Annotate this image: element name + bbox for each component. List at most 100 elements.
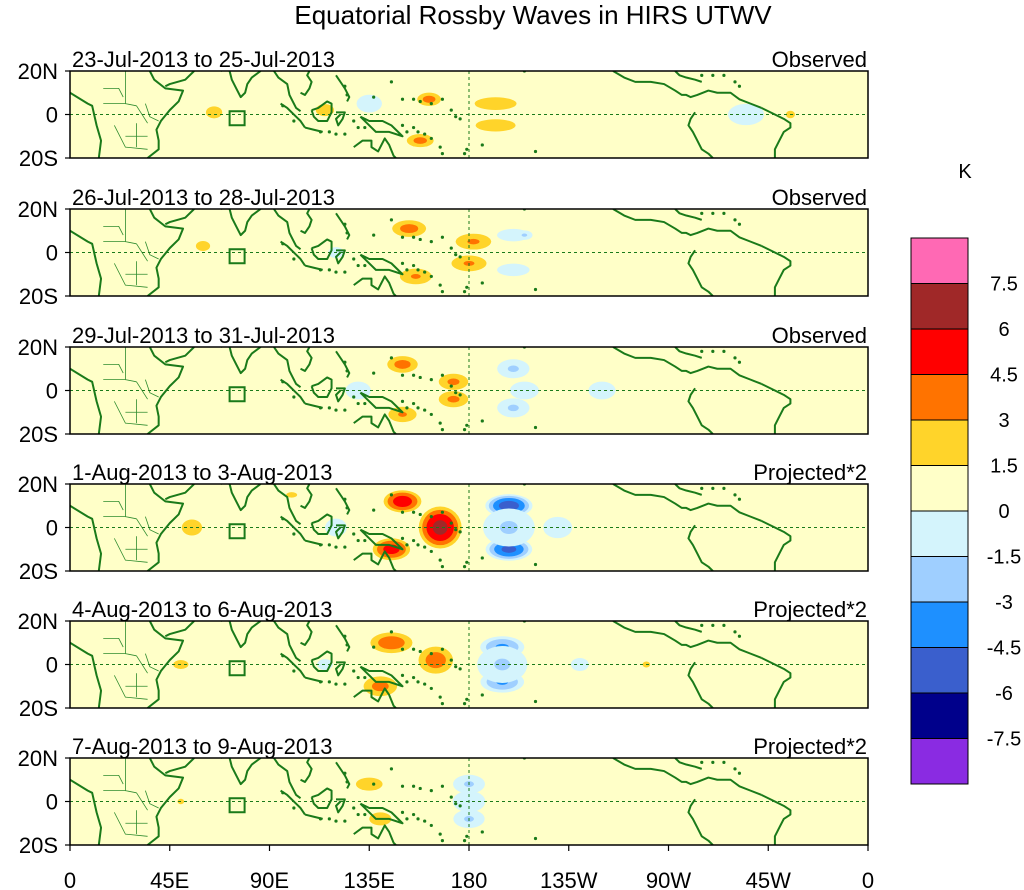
island-marker	[411, 647, 416, 651]
coastline	[687, 387, 714, 434]
island-marker	[334, 819, 338, 823]
coastline	[359, 802, 404, 825]
coastline	[70, 367, 103, 434]
coastline	[335, 249, 346, 265]
island-marker	[334, 270, 338, 274]
y-tick-label: 20N	[18, 335, 58, 360]
coastline	[674, 621, 703, 633]
island-marker	[356, 812, 360, 817]
island-marker	[400, 123, 405, 127]
island-marker	[352, 119, 356, 123]
island-marker	[440, 235, 444, 239]
island-marker	[400, 261, 405, 265]
coastline	[164, 347, 195, 364]
coastline-map	[70, 347, 792, 434]
island-marker	[449, 384, 453, 388]
y-tick-label: 20N	[18, 59, 58, 84]
panel-period-label: 1-Aug-2013 to 3-Aug-2013	[72, 460, 333, 485]
island-marker	[363, 125, 367, 130]
island-marker	[372, 508, 376, 512]
coastline	[280, 240, 306, 267]
island-marker	[400, 673, 405, 677]
island-marker	[400, 399, 405, 403]
coastline	[335, 74, 351, 102]
island-marker	[533, 836, 538, 841]
island-marker	[334, 682, 338, 686]
x-axis: 0 45E 90E 135E 180 135W 90W 45W 0	[64, 845, 874, 890]
island-marker	[411, 812, 416, 817]
island-marker	[389, 218, 394, 222]
coastline	[353, 550, 397, 571]
coastline	[612, 484, 762, 522]
y-tick-label: 20S	[19, 833, 58, 858]
island-marker	[405, 268, 409, 272]
island-marker	[405, 543, 409, 547]
island-marker	[480, 281, 484, 285]
island-marker	[352, 257, 356, 261]
coastline	[273, 484, 302, 526]
coastline	[687, 524, 714, 571]
coastline	[310, 513, 333, 536]
contour-region	[413, 137, 427, 144]
coastline	[146, 347, 185, 434]
y-tick-label: 20N	[18, 609, 58, 634]
coastline	[300, 758, 313, 783]
coastline	[761, 107, 792, 158]
island-marker	[400, 784, 405, 788]
contour-region	[356, 94, 382, 113]
border-line	[113, 263, 148, 288]
island-box	[228, 660, 246, 677]
coastline	[687, 798, 714, 845]
coastline	[220, 71, 262, 99]
coastline	[146, 71, 185, 158]
x-tick-label: 90E	[250, 868, 289, 890]
coastline	[612, 71, 762, 109]
coastline	[280, 102, 306, 129]
colorbar-swatch	[910, 283, 969, 330]
island-marker	[438, 832, 442, 836]
island-marker	[440, 647, 444, 651]
island-marker	[458, 804, 462, 808]
island-marker	[440, 373, 444, 377]
island-marker	[318, 680, 323, 684]
colorbar-swatch	[910, 647, 969, 694]
coastline	[310, 376, 333, 399]
island-marker	[343, 545, 347, 549]
colorbar-swatch	[910, 692, 969, 739]
y-tick-label: 0	[46, 516, 58, 541]
island-marker	[343, 222, 347, 226]
island-marker	[700, 623, 704, 627]
y-tick-label: 20S	[19, 559, 58, 584]
colorbar-label: -7.5	[987, 729, 1021, 751]
island-marker	[372, 645, 376, 649]
coastline	[687, 111, 714, 158]
panel-period-label: 26-Jul-2013 to 28-Jul-2013	[72, 185, 335, 210]
coastline	[353, 137, 397, 158]
island-marker	[405, 680, 409, 684]
island-marker	[454, 528, 458, 532]
coastline	[335, 624, 351, 652]
coastline	[359, 253, 404, 276]
island-marker	[533, 699, 538, 704]
contour-region	[588, 381, 616, 400]
island-marker	[345, 780, 349, 784]
panel-1: 20N 0 20S 23-Jul-2013 to 25-Jul-2013 Observe…	[18, 47, 869, 171]
panel-kind-label: Observed	[772, 47, 867, 72]
island-marker	[389, 767, 394, 771]
colorbar-label: 0	[998, 501, 1009, 523]
island-marker	[416, 406, 420, 410]
coastline	[164, 484, 195, 501]
coastline	[146, 484, 185, 571]
island-marker	[318, 406, 323, 410]
y-tick-label: 20S	[19, 284, 58, 309]
coastline	[273, 621, 302, 663]
island-marker	[440, 510, 444, 514]
panel-kind-label: Observed	[772, 323, 867, 348]
contour-region	[475, 119, 516, 132]
island-marker	[345, 369, 349, 373]
colorbar-swatch	[910, 374, 969, 421]
island-marker	[400, 373, 405, 377]
contour-region	[497, 263, 530, 277]
border-line	[144, 103, 159, 122]
